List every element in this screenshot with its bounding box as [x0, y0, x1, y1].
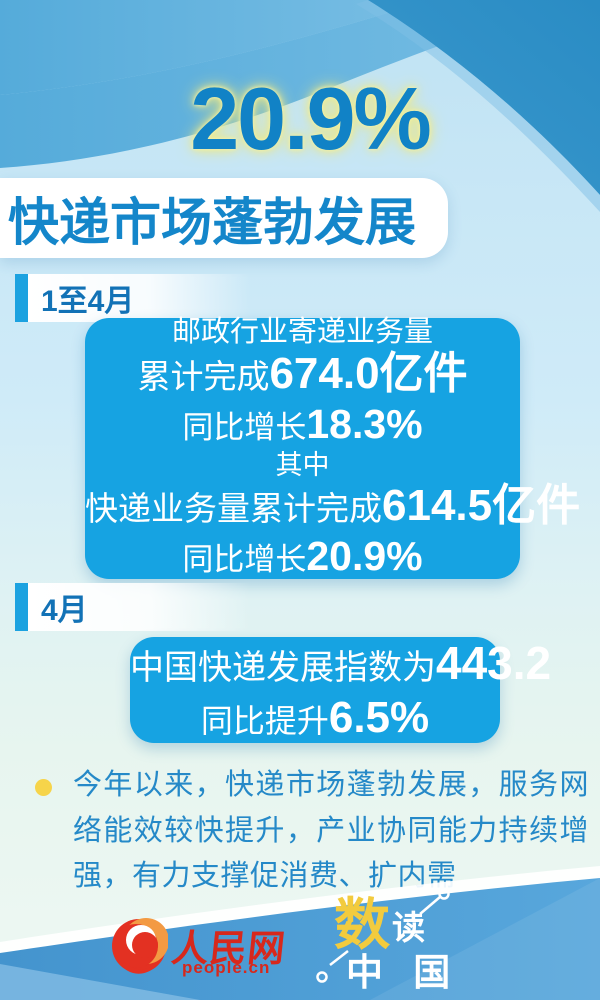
people-cn-logo: 人民网 people.cn	[110, 914, 290, 980]
stat-value: 443.2	[436, 637, 552, 689]
period-text: 1至4月	[41, 285, 135, 318]
stat-line-among: 其中	[275, 449, 330, 480]
stat-line-growth: 同比增长18.3%	[85, 402, 520, 450]
brand-dot-line-decor-icon	[316, 888, 450, 983]
period-label-apr: 4月	[15, 583, 250, 631]
stat-line-index: 中国快递发展指数为443.2	[130, 636, 551, 695]
people-cn-globe-icon	[112, 918, 169, 974]
stat-card-index: 中国快递发展指数为443.2 同比提升6.5%	[130, 636, 551, 744]
brand-char-shu: 数	[334, 895, 390, 957]
label-strip: 1至4月	[28, 274, 250, 322]
stat-value: 614.5亿件	[382, 480, 581, 530]
hero-value: 20.9%	[190, 69, 432, 168]
bullet-dot-icon	[35, 779, 52, 796]
bottom-wave-background	[0, 866, 600, 1000]
top-background-waves	[0, 0, 600, 212]
people-cn-domain: people.cn	[182, 958, 271, 977]
stat-prefix: 同比提升	[200, 703, 329, 739]
accent-bar	[15, 274, 28, 322]
brand-zhongguo: 中 国	[346, 952, 461, 993]
stat-line-express-total: 快递业务量累计完成614.5亿件	[85, 481, 580, 534]
label-strip: 4月	[28, 583, 250, 631]
summary-block: 今年以来，快递市场蓬勃发展，服务网络能效较快提升，产业协同能力持续增强，有力支撑…	[35, 763, 589, 900]
stat-prefix: 快递业务量累计完成	[85, 489, 382, 527]
stat-prefix: 同比增长	[182, 541, 307, 577]
stat-value: 18.3%	[306, 400, 423, 447]
period-text: 4月	[41, 594, 88, 627]
summary-text: 今年以来，快递市场蓬勃发展，服务网络能效较快提升，产业协同能力持续增强，有力支撑…	[73, 769, 589, 892]
stat-value: 6.5%	[328, 693, 430, 742]
stat-value: 674.0亿件	[269, 348, 468, 398]
stat-prefix: 累计完成	[137, 357, 270, 395]
stat-line-total: 累计完成674.0亿件	[85, 349, 520, 402]
stat-line-express-growth: 同比增长20.9%	[85, 534, 520, 582]
period-label-jan-apr: 1至4月	[15, 274, 250, 322]
stat-prefix: 中国快递发展指数为	[130, 649, 436, 687]
stat-line-heading: 邮政行业寄递业务量	[171, 315, 433, 348]
stat-line-index-growth: 同比提升6.5%	[130, 695, 500, 744]
stat-value: 20.9%	[306, 532, 423, 579]
stat-prefix: 同比增长	[182, 409, 307, 445]
stat-card-postal: 邮政行业寄递业务量 累计完成674.0亿件 同比增长18.3% 其中 快递业务量…	[85, 315, 580, 582]
headline-plate: 快递市场蓬勃发展	[0, 178, 448, 258]
brand-char-du: 读	[392, 909, 425, 946]
accent-bar	[15, 583, 28, 631]
page-title: 快递市场蓬勃发展	[8, 194, 417, 251]
shudu-zhongguo-logo: 数 读 中 国	[310, 870, 460, 993]
